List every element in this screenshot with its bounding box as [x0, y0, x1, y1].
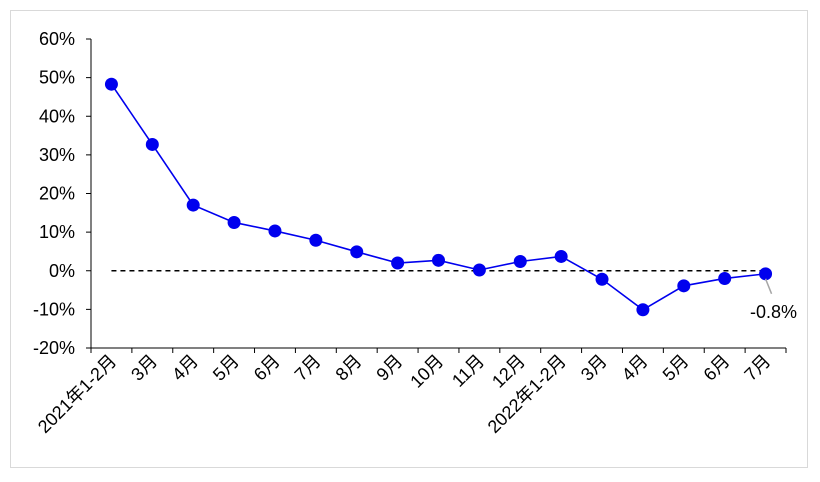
- x-tick-label: 2021年1-2月: [34, 351, 120, 437]
- x-tick-labels: 2021年1-2月 3月 4月 5月 6月 7月 8月 9月 10月 11月 12月2022年1-2…: [34, 351, 774, 437]
- annotation-label: -0.8%: [750, 302, 797, 322]
- x-tick-label: 5月: [209, 351, 243, 385]
- data-point: [268, 224, 282, 238]
- data-point: [677, 279, 691, 293]
- data-point: [513, 254, 527, 268]
- x-tick-label: 11月: [448, 351, 488, 391]
- y-tick-labels: -20% -10% 0% 10% 20% 30% 40% 50% 60%: [33, 29, 75, 358]
- data-point: [759, 267, 773, 281]
- data-point: [472, 263, 486, 277]
- y-tick-label: 0%: [49, 261, 75, 281]
- annotations: -0.8%: [750, 278, 797, 322]
- x-tick-label: 3月: [127, 351, 161, 385]
- data-point: [391, 256, 405, 270]
- x-tick-label: 10月: [406, 351, 447, 392]
- y-tick-label: 40%: [39, 106, 75, 126]
- series-line: [110, 83, 766, 311]
- data-point: [309, 233, 323, 247]
- x-tick-label: 7月: [291, 351, 325, 385]
- y-tick-label: 10%: [39, 222, 75, 242]
- annotation-leader-line: [764, 278, 773, 295]
- y-tick-label: 50%: [39, 68, 75, 88]
- x-tick-label: 9月: [372, 351, 406, 385]
- y-tick-label: -10%: [33, 299, 75, 319]
- x-tick-label: 8月: [332, 351, 366, 385]
- axes: [86, 38, 787, 353]
- data-point: [432, 253, 445, 267]
- line-chart: -20%-10%0%10%20%30%40%50%60% 2021年1-2月 3月…: [33, 29, 797, 437]
- x-tick-label: 6月: [700, 351, 734, 385]
- x-tick-label: 3月: [577, 351, 611, 385]
- series-group: [104, 77, 773, 317]
- data-point: [104, 77, 118, 91]
- data-point: [718, 271, 732, 285]
- y-tick-label: 30%: [39, 145, 75, 165]
- data-point: [186, 198, 200, 212]
- x-tick-label: 4月: [168, 351, 202, 385]
- data-point: [636, 303, 650, 317]
- y-tick-label: 20%: [39, 184, 75, 204]
- data-point: [227, 215, 241, 229]
- data-point: [595, 272, 609, 286]
- chart-frame: -20% -10% 0% 10% 20% 30% 40% 50% 60% 2021年1-2月 3月…: [10, 10, 808, 468]
- x-tick-label: 7月: [740, 351, 774, 385]
- data-point: [554, 249, 568, 263]
- x-tick-label: 5月: [659, 351, 693, 385]
- x-tick-label: 4月: [618, 351, 652, 385]
- y-tick-label: -20%: [33, 338, 75, 358]
- x-tick-label: 6月: [250, 351, 284, 385]
- data-point: [145, 137, 159, 151]
- y-tick-label: 60%: [39, 29, 75, 49]
- data-point: [350, 245, 364, 259]
